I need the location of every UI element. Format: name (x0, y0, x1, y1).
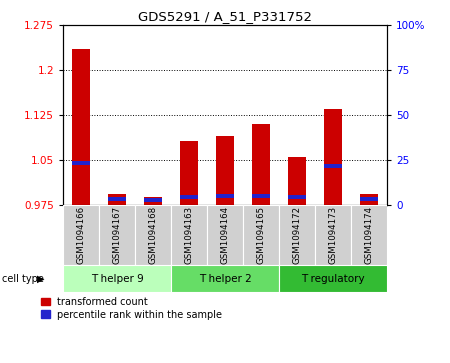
Bar (108, 194, 126, 205)
Bar (63, 205, 99, 265)
Bar (171, 205, 207, 265)
Bar (180, 141, 198, 205)
Bar (171, 265, 279, 292)
Bar (252, 194, 270, 198)
Bar (216, 136, 234, 205)
Text: T helper 9: T helper 9 (90, 274, 144, 284)
Text: cell type: cell type (2, 274, 44, 284)
Bar (144, 198, 162, 203)
Bar (351, 205, 387, 265)
Bar (144, 197, 162, 205)
Text: GSM1094167: GSM1094167 (112, 206, 122, 264)
Text: GSM1094164: GSM1094164 (220, 206, 230, 264)
Bar (99, 205, 135, 265)
Text: GSM1094163: GSM1094163 (184, 206, 194, 264)
Text: GSM1094168: GSM1094168 (148, 206, 157, 264)
Bar (135, 205, 171, 265)
Text: GSM1094172: GSM1094172 (292, 206, 302, 264)
Bar (360, 194, 378, 205)
Bar (324, 109, 342, 205)
Bar (207, 205, 243, 265)
Text: GSM1094174: GSM1094174 (364, 206, 373, 264)
Bar (72, 49, 90, 205)
Bar (279, 205, 315, 265)
Bar (252, 124, 270, 205)
Legend: transformed count, percentile rank within the sample: transformed count, percentile rank withi… (41, 297, 222, 319)
Title: GDS5291 / A_51_P331752: GDS5291 / A_51_P331752 (138, 10, 312, 23)
Bar (324, 164, 342, 168)
Bar (108, 197, 126, 201)
Text: T regulatory: T regulatory (301, 274, 365, 284)
Text: GSM1094165: GSM1094165 (256, 206, 266, 264)
Bar (63, 265, 171, 292)
Bar (360, 197, 378, 201)
Bar (216, 194, 234, 198)
Text: GSM1094173: GSM1094173 (328, 206, 338, 264)
Text: T helper 2: T helper 2 (198, 274, 252, 284)
Bar (288, 195, 306, 199)
Bar (243, 205, 279, 265)
Bar (279, 265, 387, 292)
Bar (180, 195, 198, 199)
Bar (315, 205, 351, 265)
Text: GSM1094166: GSM1094166 (76, 206, 86, 264)
Bar (72, 161, 90, 165)
Text: ▶: ▶ (37, 274, 45, 284)
Bar (288, 157, 306, 205)
